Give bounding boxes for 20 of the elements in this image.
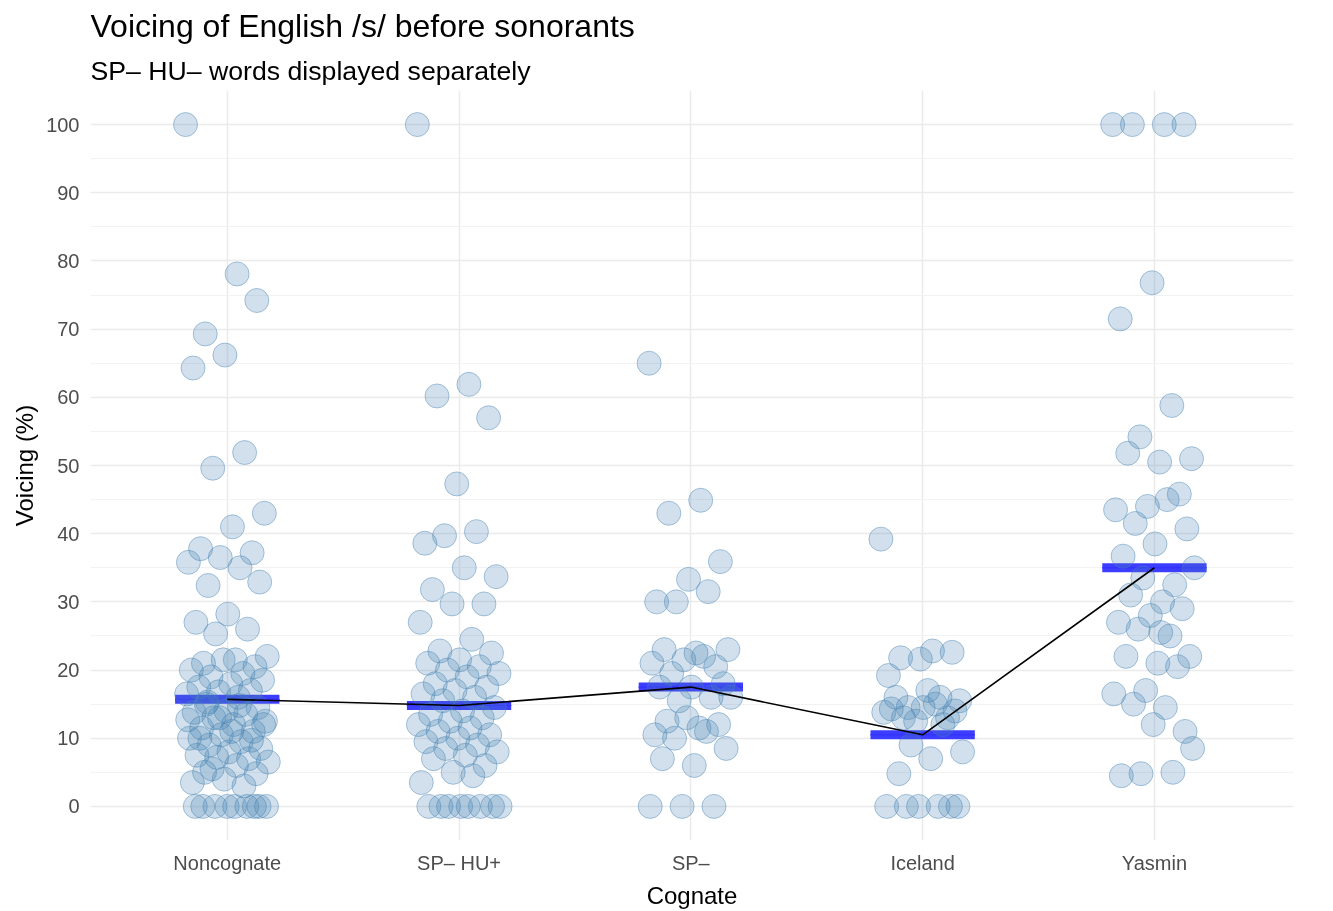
- y-tick-label: 50: [57, 454, 80, 477]
- y-tick-label: 60: [57, 386, 80, 409]
- y-tick-label: 80: [57, 249, 80, 272]
- y-tick-label: 0: [68, 795, 80, 818]
- x-tick-label: Noncognate: [173, 851, 282, 874]
- x-tick-label: SP–: [671, 851, 711, 874]
- x-tick-label: SP– HU+: [417, 851, 502, 874]
- y-tick-label: 90: [57, 181, 80, 204]
- y-tick-label: 100: [46, 113, 80, 136]
- y-tick-label: 70: [57, 318, 80, 341]
- y-tick-label: 40: [57, 522, 80, 545]
- chart-subtitle: SP– HU– words displayed separately: [90, 55, 532, 86]
- y-axis-title: Voicing (%): [11, 404, 39, 527]
- y-tick-label: 10: [57, 727, 80, 750]
- y-tick-label: 20: [57, 659, 80, 682]
- chart-title: Voicing of English /s/ before sonorants: [90, 7, 635, 44]
- x-tick-label: Yasmin: [1121, 851, 1188, 874]
- y-tick-label: 30: [57, 590, 80, 613]
- x-axis-title: Cognate: [646, 881, 738, 909]
- x-tick-label: Iceland: [890, 851, 955, 874]
